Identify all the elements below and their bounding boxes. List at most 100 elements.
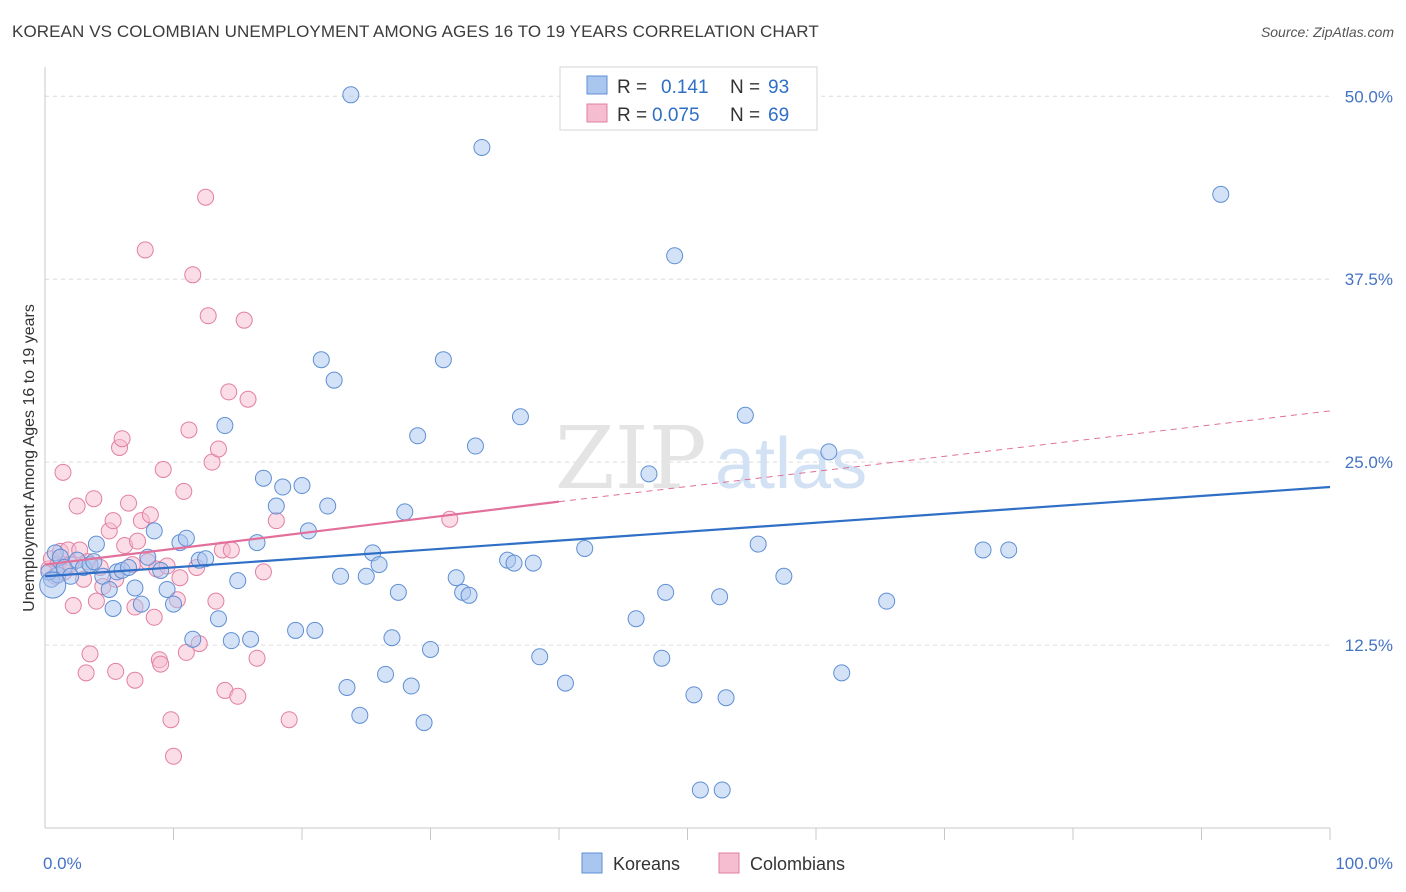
colombian-point	[235, 311, 253, 329]
korean-point	[229, 572, 247, 590]
colombian-point	[267, 512, 285, 530]
colombian-point	[197, 188, 215, 206]
colombian-point	[175, 482, 193, 500]
korean-point	[216, 417, 234, 435]
korean-point	[556, 674, 574, 692]
koreans-trend-line	[44, 485, 1331, 578]
y-tick-label: 37.5%	[1345, 270, 1393, 289]
colombian-point	[180, 421, 198, 439]
korean-point	[505, 554, 523, 572]
korean-point	[531, 648, 549, 666]
korean-point	[293, 477, 311, 495]
korean-point	[685, 686, 703, 704]
korean-point	[409, 427, 427, 445]
colombian-point	[136, 241, 154, 259]
korean-point	[342, 86, 360, 104]
korean-point	[357, 567, 375, 585]
watermark-zip: ZIP	[555, 409, 707, 509]
legend-r-value-2: 0.075	[652, 105, 700, 126]
colombian-point	[280, 711, 298, 729]
watermark-atlas: atlas	[715, 424, 867, 504]
korean-point	[254, 469, 272, 487]
source-label: Source: ZipAtlas.com	[1260, 24, 1394, 40]
korean-point	[415, 714, 433, 732]
korean-point	[974, 541, 992, 559]
korean-point	[473, 138, 491, 156]
colombian-point	[120, 494, 138, 512]
korean-point	[242, 630, 260, 648]
colombian-point	[145, 608, 163, 626]
x-tick-label-min: 0.0%	[43, 854, 82, 873]
korean-point	[287, 621, 305, 639]
korean-point	[267, 497, 285, 515]
korean-point	[152, 561, 170, 579]
colombian-point	[162, 711, 180, 729]
korean-point	[524, 554, 542, 572]
korean-point	[466, 437, 484, 455]
korean-point	[434, 351, 452, 369]
korean-point	[104, 599, 122, 617]
korean-point	[312, 351, 330, 369]
korean-point	[132, 595, 150, 613]
y-axis-tick-labels: 12.5% 25.0% 37.5% 50.0%	[1345, 87, 1393, 655]
colombian-point	[239, 390, 257, 408]
colombian-point	[104, 512, 122, 530]
colombian-point	[209, 440, 227, 458]
chart-title: KOREAN VS COLOMBIAN UNEMPLOYMENT AMONG A…	[12, 22, 819, 41]
legend-n-value-1: 93	[768, 77, 789, 98]
korean-point	[325, 371, 343, 389]
legend-swatch-koreans	[586, 75, 608, 95]
colombian-point	[81, 645, 99, 663]
korean-point	[306, 621, 324, 639]
korean-point	[627, 610, 645, 628]
korean-point	[820, 443, 838, 461]
korean-point	[120, 559, 138, 577]
series-legend-label-colombians: Colombians	[750, 854, 845, 874]
korean-point	[145, 522, 163, 540]
colombian-point	[248, 649, 266, 667]
colombian-point	[184, 266, 202, 284]
y-axis-title: Unemployment Among Ages 16 to 19 years	[21, 304, 38, 612]
colombian-point	[171, 569, 189, 587]
korean-point	[222, 632, 240, 650]
korean-point	[377, 665, 395, 683]
colombians-points	[40, 188, 459, 765]
colombian-point	[199, 307, 217, 325]
korean-point	[1212, 185, 1230, 203]
colombian-point	[129, 532, 147, 550]
korean-point	[447, 569, 465, 587]
korean-point	[87, 535, 105, 553]
korean-point	[126, 579, 144, 597]
series-legend: Koreans Colombians	[581, 852, 845, 874]
legend-r-label-2: R =	[617, 105, 647, 126]
colombian-point	[85, 490, 103, 508]
colombian-point	[113, 430, 131, 448]
korean-point	[338, 679, 356, 697]
korean-point	[274, 478, 292, 496]
legend-n-label-1: N =	[730, 77, 760, 98]
colombian-point	[68, 497, 86, 515]
y-tick-label: 12.5%	[1345, 636, 1393, 655]
korean-point	[711, 588, 729, 606]
trend-lines	[44, 410, 1331, 578]
colombian-point	[220, 383, 238, 401]
korean-point	[396, 503, 414, 521]
colombian-point	[77, 664, 95, 682]
korean-point	[657, 583, 675, 601]
korean-point	[653, 649, 671, 667]
korean-point	[177, 529, 195, 547]
korean-point	[100, 580, 118, 598]
korean-point	[878, 592, 896, 610]
korean-point	[691, 781, 709, 799]
korean-point	[85, 553, 103, 571]
colombian-point	[154, 460, 172, 478]
colombian-point	[64, 597, 82, 615]
legend-swatch-colombians	[586, 103, 608, 123]
colombians-trend-line	[44, 500, 560, 566]
colombian-point	[87, 592, 105, 610]
korean-point	[370, 556, 388, 574]
series-legend-swatch-colombians	[718, 852, 740, 874]
korean-point	[319, 497, 337, 515]
colombian-point	[141, 506, 159, 524]
